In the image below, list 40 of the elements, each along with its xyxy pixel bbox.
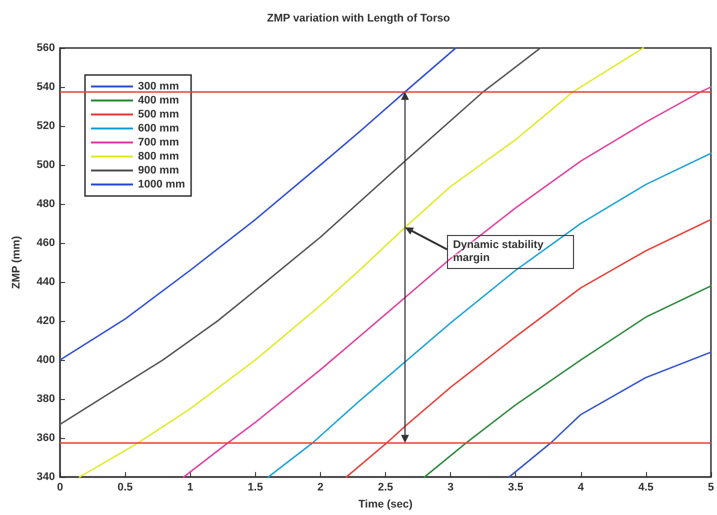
y-tick-label: 480 <box>36 198 55 210</box>
legend-label: 800 mm <box>138 150 180 162</box>
y-tick-label: 520 <box>36 120 55 132</box>
x-tick-label: 3.5 <box>508 482 524 494</box>
x-tick-label: 2.5 <box>378 482 394 494</box>
x-tick-label: 0 <box>56 482 64 494</box>
y-tick-label: 420 <box>36 315 55 327</box>
x-tick-label: 1 <box>187 482 194 494</box>
line-series <box>424 285 712 478</box>
x-tick-label: 3 <box>448 482 454 494</box>
legend-label: 500 mm <box>138 108 180 120</box>
y-tick-label: 340 <box>36 471 55 483</box>
y-tick-label: 500 <box>36 159 55 171</box>
legend-label: 600 mm <box>138 122 180 134</box>
y-axis-title: ZMP (mm) <box>10 236 22 289</box>
x-tick-label: 2 <box>317 482 324 494</box>
x-tick-label: 5 <box>708 482 714 494</box>
y-tick-label: 360 <box>36 432 55 444</box>
legend-label: 700 mm <box>138 136 180 148</box>
line-series <box>59 47 542 426</box>
line-series <box>508 351 712 478</box>
line-series <box>268 152 712 478</box>
x-tick-label: 4 <box>578 482 585 494</box>
y-tick-label: 540 <box>36 81 55 93</box>
y-tick-label: 460 <box>36 237 55 249</box>
line-series <box>182 86 712 478</box>
legend-label: 300 mm <box>138 80 180 92</box>
legend-label: 900 mm <box>138 164 180 176</box>
legend-label: 400 mm <box>138 94 180 106</box>
line-series <box>78 47 644 478</box>
x-tick-label: 1.5 <box>248 482 263 494</box>
chart-title: ZMP variation with Length of Torso <box>267 12 450 24</box>
x-axis-title: Time (sec) <box>358 498 413 510</box>
x-tick-label: 0.5 <box>117 482 133 494</box>
y-tick-label: 400 <box>36 354 55 366</box>
y-tick-label: 380 <box>36 393 55 405</box>
y-tick-label: 440 <box>36 276 55 288</box>
legend-label: 1000 mm <box>138 178 186 190</box>
y-tick-label: 560 <box>36 42 55 54</box>
x-tick-label: 4.5 <box>638 482 654 494</box>
